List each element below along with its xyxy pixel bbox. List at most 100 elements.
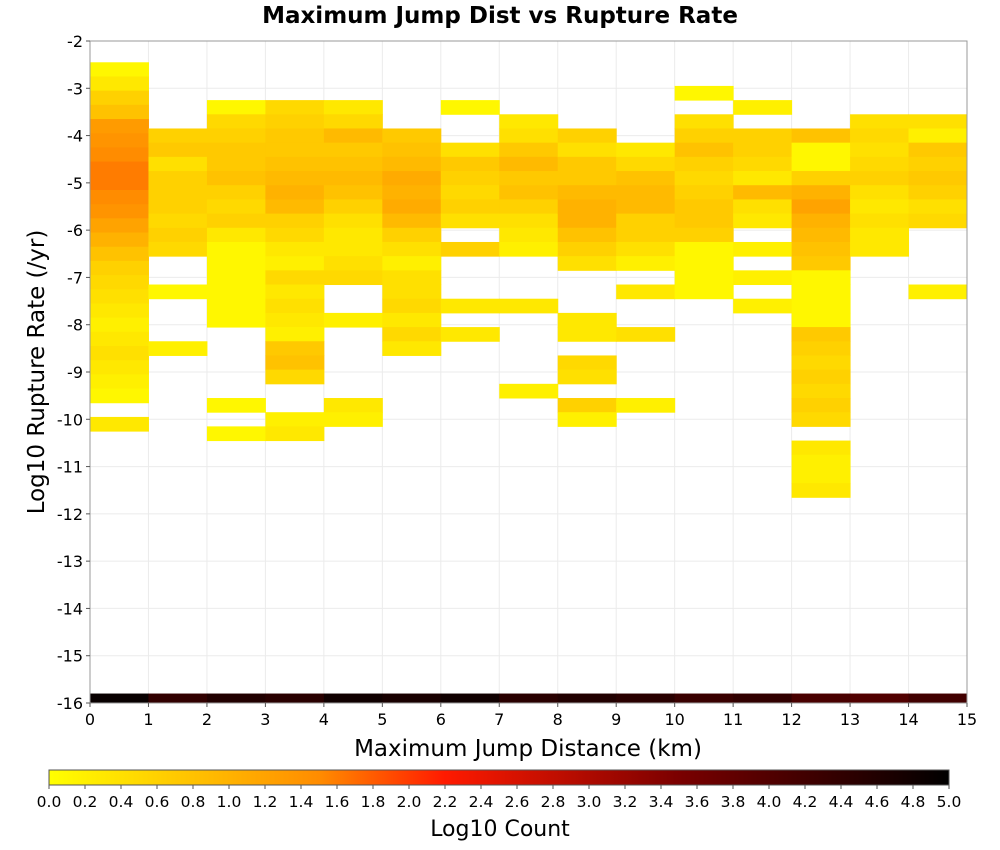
heatmap-cell [382,312,442,328]
y-tick-label: -13 [57,552,83,571]
heatmap-cell [440,156,500,172]
heatmap-cell [908,114,968,129]
heatmap-cell [206,142,266,158]
heatmap-cell [323,213,383,229]
heatmap-cell [90,175,149,191]
colorbar-tick-label: 4.8 [901,793,926,811]
heatmap-cell [908,693,968,703]
x-tick-label: 9 [611,710,621,729]
heatmap-cell [674,142,734,158]
heatmap-cell [90,189,149,205]
heatmap-cell [265,142,325,158]
heatmap-cell [382,693,442,703]
heatmap-cell [850,171,910,186]
x-tick-label: 2 [202,710,212,729]
heatmap-cell [265,185,325,200]
heatmap-cell [382,327,442,342]
heatmap-cell [323,241,383,257]
heatmap-cell [616,185,676,200]
heatmap-cell [265,114,325,129]
heatmap-cell [791,128,851,144]
heatmap-cell [850,156,910,172]
x-tick-label: 7 [494,710,504,729]
x-tick-label: 3 [260,710,270,729]
colorbar-tick-label: 1.6 [325,793,350,811]
heatmap-cell [791,156,851,172]
heatmap-cell [733,128,793,144]
heatmap-cell [323,227,383,243]
heatmap-cell [499,213,559,229]
heatmap-cell [382,298,442,314]
heatmap-cell [90,218,149,234]
heatmap-cell [265,171,325,186]
heatmap-cell [265,412,325,427]
heatmap-cell [148,213,208,229]
heatmap-cell [908,171,968,186]
heatmap-cell [791,412,851,427]
heatmap-cell [499,298,559,314]
heatmap-cell [90,246,149,262]
heatmap-cell [791,398,851,413]
heatmap-cell [206,156,266,172]
x-tick-label: 14 [898,710,918,729]
heatmap-cell [90,204,149,219]
heatmap-cell [440,241,500,257]
colorbar-ticks: 0.0 0.2 0.4 0.6 0.8 1.0 1.2 1.4 1.6 1.8 2.0 2.2 2.4 2… [37,785,961,811]
heatmap-cell [733,100,793,115]
heatmap-cell [382,270,442,286]
heatmap-cell [148,142,208,158]
x-tick-label: 15 [957,710,977,729]
heatmap-cell [206,100,266,115]
heatmap-cell [148,341,208,356]
heatmap-cell [265,270,325,286]
heatmap-cell [499,114,559,129]
heatmap-cell [382,241,442,257]
heatmap-cell [90,374,149,390]
heatmap-cell [440,100,500,115]
heatmap-cell [206,270,266,286]
heatmap-cell [850,693,910,703]
colorbar-tick-label: 0.6 [145,793,170,811]
heatmap-cell [440,213,500,229]
heatmap-cell [206,256,266,271]
heatmap-cell [323,100,383,115]
heatmap-cell [90,388,149,404]
heatmap-cell [265,284,325,300]
heatmap-cell [791,171,851,186]
heatmap-cell [791,270,851,286]
y-tick-label: -12 [57,505,83,524]
colorbar-tick-label: 3.6 [685,793,710,811]
heatmap-cell [148,241,208,257]
heatmap-cell [791,440,851,456]
heatmap-cell [616,327,676,342]
heatmap-cell [206,227,266,243]
colorbar-tick-label: 4.0 [757,793,782,811]
heatmap-cells [90,62,968,703]
heatmap-cell [850,227,910,243]
heatmap-cell [206,241,266,257]
heatmap-cell [850,114,910,129]
colorbar-tick-label: 2.2 [433,793,458,811]
heatmap-cell [265,199,325,215]
heatmap-cell [440,298,500,314]
y-tick-label: -6 [67,221,83,240]
heatmap-cell [557,398,617,413]
heatmap-cell [733,213,793,229]
heatmap-cell [791,199,851,215]
heatmap-cell [791,312,851,328]
heatmap-cell [323,412,383,427]
colorbar-tick-label: 1.2 [253,793,278,811]
heatmap-cell [265,693,325,703]
heatmap-cell [265,213,325,229]
y-tick-label: -3 [67,79,83,98]
y-tick-label: -11 [57,458,83,477]
heatmap-cell [616,256,676,271]
heatmap-cell [674,284,734,300]
heatmap-cell [616,171,676,186]
colorbar-tick-label: 0.2 [73,793,98,811]
heatmap-cell [265,298,325,314]
heatmap-cell [499,128,559,144]
heatmap-cell [265,256,325,271]
heatmap-cell [90,147,149,163]
heatmap-cell [206,199,266,215]
